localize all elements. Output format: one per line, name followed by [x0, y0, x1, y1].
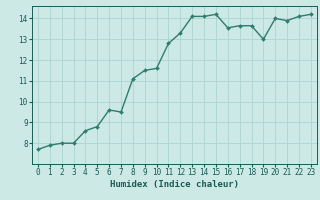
X-axis label: Humidex (Indice chaleur): Humidex (Indice chaleur) [110, 180, 239, 189]
